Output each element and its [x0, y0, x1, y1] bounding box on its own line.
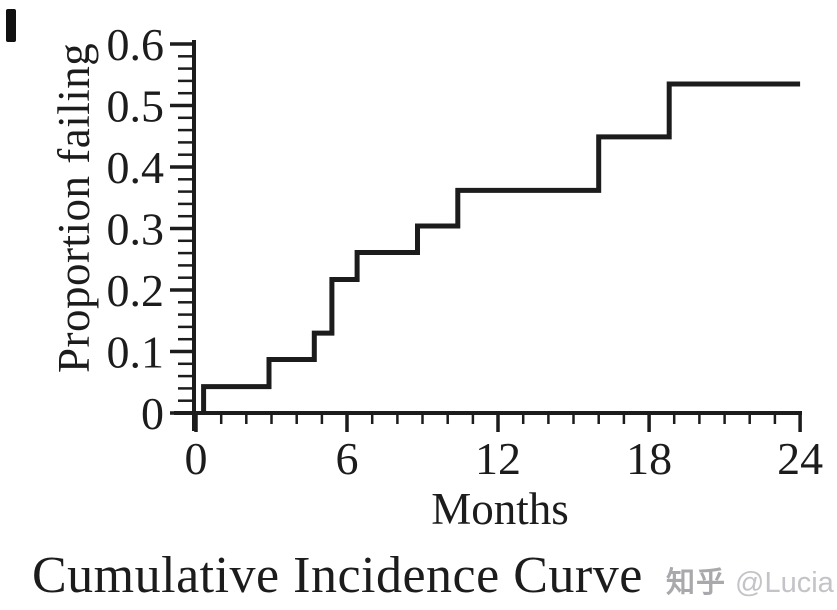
figure-title: Cumulative Incidence Curve	[32, 547, 643, 604]
x-tick-label: 18	[626, 433, 672, 484]
y-axis-title: Proportion failing	[49, 42, 99, 374]
watermark: 知乎 @Lucia	[666, 559, 834, 601]
x-tick-label: 0	[185, 433, 208, 484]
y-tick-label: 0.3	[107, 204, 165, 255]
x-tick-label: 12	[475, 433, 521, 484]
x-axis-title: Months	[431, 484, 569, 534]
x-tick-label: 6	[336, 433, 359, 484]
y-tick-label: 0.5	[107, 81, 165, 132]
incidence-step-curve	[201, 81, 801, 413]
y-tick-label: 0.2	[107, 265, 165, 316]
y-tick-label: 0	[141, 388, 164, 439]
y-tick-label: 0.6	[107, 19, 165, 70]
watermark-brand: 知乎	[666, 567, 727, 599]
corner-artifact	[6, 9, 16, 42]
y-tick-label: 0.4	[107, 142, 165, 193]
y-tick-label: 0.1	[107, 327, 165, 378]
x-tick-label: 24	[777, 433, 823, 484]
watermark-user: @Lucia	[735, 567, 834, 599]
